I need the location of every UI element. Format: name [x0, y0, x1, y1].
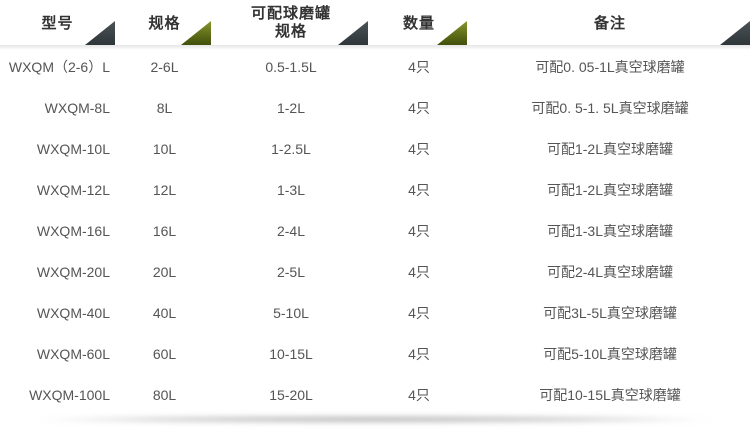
- spec-cell: 10L: [152, 141, 177, 157]
- model-cell: WXQM（2-6）L: [8, 59, 110, 75]
- remark-cell: 可配0. 05-1L真空球磨罐: [535, 59, 685, 75]
- spec-cell: 2-6L: [150, 59, 179, 75]
- remark-cell: 可配0. 5-1. 5L真空球磨罐: [531, 100, 689, 116]
- jar-spec-cell: 1-3L: [276, 182, 306, 198]
- remark-cell: 可配10-15L真空球磨罐: [539, 387, 681, 403]
- header-spec-label: 规格: [148, 15, 181, 32]
- model-cell: WXQM-16L: [36, 223, 110, 239]
- qty-cell: 4只: [408, 59, 430, 75]
- qty-cell: 4只: [408, 346, 430, 362]
- corner-triangle-icon: [181, 21, 211, 45]
- corner-triangle-icon: [720, 21, 750, 45]
- spec-cell: 8L: [156, 100, 173, 116]
- spec-cell: 20L: [152, 264, 177, 280]
- jar-spec-cell: 15-20L: [269, 387, 313, 403]
- remark-cell: 可配1-3L真空球磨罐: [546, 223, 674, 239]
- spec-cell: 60L: [152, 346, 177, 362]
- spec-cell: 16L: [152, 223, 177, 239]
- header-remark-label: 备注: [593, 15, 626, 32]
- qty-cell: 4只: [408, 100, 430, 116]
- jar-spec-cell: 2-5L: [276, 264, 306, 280]
- model-cell: WXQM-100L: [29, 387, 110, 403]
- header-model-label: 型号: [41, 15, 74, 32]
- table-drop-shadow: [18, 416, 732, 427]
- jar-spec-cell: 1-2L: [276, 100, 306, 116]
- table-grid: 型号 规格 可配球磨罐 规格 数量 备注 WXQM（2-6）L 2-6L 0.5…: [0, 0, 750, 403]
- remark-cell: 可配1-2L真空球磨罐: [546, 141, 674, 157]
- qty-cell: 4只: [408, 387, 430, 403]
- model-cell: WXQM-60L: [36, 346, 110, 362]
- model-cell: WXQM-40L: [36, 305, 110, 321]
- header-model: 型号: [0, 0, 115, 45]
- jar-spec-cell: 2-4L: [276, 223, 306, 239]
- header-remark: 备注: [470, 0, 750, 45]
- qty-cell: 4只: [408, 264, 430, 280]
- model-cell: WXQM-20L: [36, 264, 110, 280]
- remark-cell: 可配5-10L真空球磨罐: [543, 346, 677, 362]
- corner-triangle-icon: [338, 21, 368, 45]
- remark-cell: 可配1-2L真空球磨罐: [546, 182, 674, 198]
- corner-triangle-icon: [85, 21, 115, 45]
- jar-spec-cell: 1-2.5L: [271, 141, 311, 157]
- header-quantity: 数量: [371, 0, 467, 45]
- spec-cell: 40L: [152, 305, 177, 321]
- qty-cell: 4只: [408, 223, 430, 239]
- qty-cell: 4只: [408, 141, 430, 157]
- corner-triangle-icon: [437, 21, 467, 45]
- model-cell: WXQM-10L: [36, 141, 110, 157]
- header-spec: 规格: [118, 0, 211, 45]
- model-cell: WXQM-12L: [36, 182, 110, 198]
- header-jar-spec: 可配球磨罐 规格: [214, 0, 368, 45]
- header-jar-spec-label: 可配球磨罐 规格: [250, 4, 331, 40]
- model-cell: WXQM-8L: [44, 100, 110, 116]
- spec-cell: 12L: [152, 182, 177, 198]
- jar-spec-cell: 5-10L: [273, 305, 309, 321]
- qty-cell: 4只: [408, 182, 430, 198]
- header-quantity-label: 数量: [402, 15, 435, 32]
- spec-cell: 80L: [152, 387, 177, 403]
- remark-cell: 可配2-4L真空球磨罐: [546, 264, 674, 280]
- qty-cell: 4只: [408, 305, 430, 321]
- jar-spec-cell: 10-15L: [269, 346, 313, 362]
- jar-spec-cell: 0.5-1.5L: [265, 59, 317, 75]
- remark-cell: 可配3L-5L真空球磨罐: [543, 305, 677, 321]
